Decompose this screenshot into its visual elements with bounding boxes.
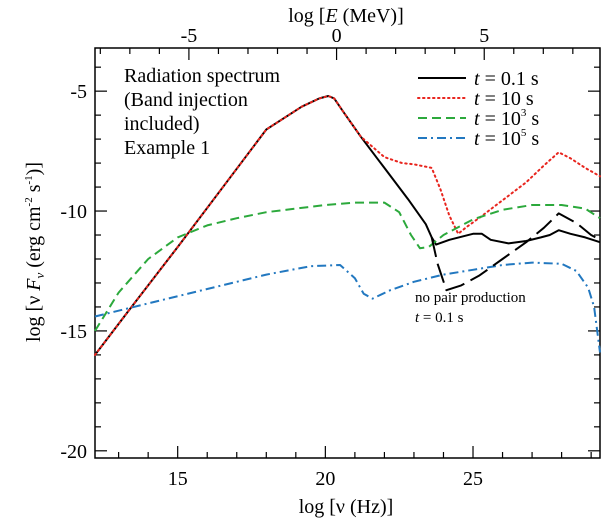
y-axis-title: log [ν Fν (erg cm-2 s-1)]	[23, 162, 47, 342]
top-x-axis-title: log [E (MeV)]	[288, 5, 404, 27]
y-tick-label: -15	[60, 321, 87, 343]
x-tick-label: 15	[168, 468, 188, 490]
x-axis-title: log [ν (Hz)]	[299, 496, 394, 518]
legend: t = 0.1 s t = 10 s t = 103 s t = 105 s	[417, 68, 539, 150]
annotation-line-4: Example 1	[124, 137, 210, 159]
top-x-tick-label: 5	[479, 25, 489, 47]
legend-label-t10: t = 10 s	[474, 88, 534, 110]
series-line-t1e3	[94, 201, 601, 332]
series-line-t10	[94, 95, 601, 356]
pair-annotation: no pair production t = 0.1 s	[415, 290, 526, 326]
pair-annotation-line-1: no pair production	[415, 290, 526, 306]
annotation-line-3: included)	[124, 113, 200, 135]
tick-labels: 15 20 25 -5 0 5 -5 -10 -15 -20	[60, 25, 489, 490]
legend-label-t1e3: t = 103 s	[474, 107, 539, 130]
legend-label-t1e5: t = 105 s	[474, 127, 539, 150]
y-tick-label: -5	[70, 81, 87, 103]
annotation-line-2: (Band injection	[124, 89, 248, 111]
top-x-tick-label: 0	[332, 25, 342, 47]
y-tick-label: -10	[60, 201, 87, 223]
spectrum-annotation: Radiation spectrum (Band injection inclu…	[124, 65, 281, 159]
y-tick-label: -20	[60, 441, 87, 463]
x-tick-label: 20	[315, 468, 335, 490]
tick-marks	[95, 48, 600, 458]
series-line-no-pair	[430, 212, 601, 292]
top-x-tick-label: -5	[181, 25, 198, 47]
series-layer	[94, 95, 601, 356]
pair-annotation-line-2: t = 0.1 s	[415, 310, 464, 326]
annotation-line-1: Radiation spectrum	[124, 65, 281, 87]
series-line-t1e5	[94, 261, 601, 353]
plot-frame	[94, 47, 601, 459]
legend-label-t01: t = 0.1 s	[474, 68, 539, 90]
x-tick-label: 25	[463, 468, 483, 490]
